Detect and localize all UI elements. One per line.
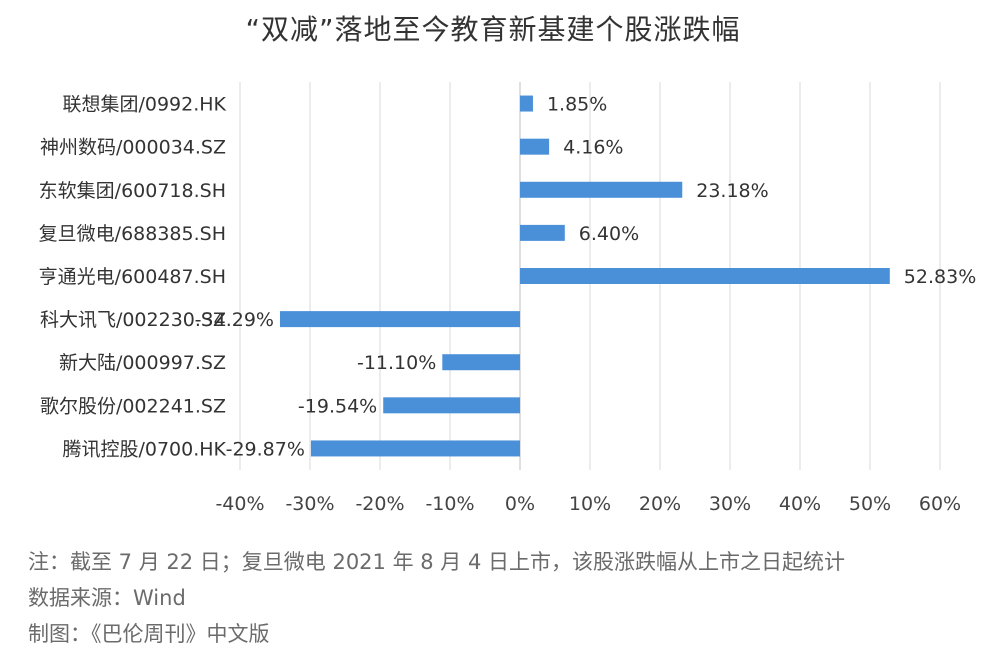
value-label: 4.16% (563, 137, 623, 159)
bar (520, 181, 683, 198)
value-label: 6.40% (579, 223, 639, 245)
x-tick-label: -10% (425, 493, 474, 515)
x-tick-label: -20% (355, 493, 404, 515)
footnote: 注：截至 7 月 22 日；复旦微电 2021 年 8 月 4 日上市，该股涨跌… (28, 550, 845, 574)
bar (520, 268, 890, 284)
x-tick-label: 0% (505, 493, 535, 515)
value-label: -11.10% (357, 352, 436, 374)
x-tick-label: 20% (639, 493, 681, 515)
category-label: 科大讯飞/002230.SZ (40, 309, 226, 331)
category-label: 亨通光电/600487.SH (39, 266, 226, 288)
bar (310, 440, 520, 457)
x-tick-label: 50% (849, 493, 891, 515)
bar (383, 397, 520, 414)
category-label: 神州数码/000034.SZ (40, 137, 226, 159)
chart-credit: 制图：《巴伦周刊》中文版 (28, 622, 270, 646)
category-label: 新大陆/000997.SZ (59, 352, 226, 374)
x-tick-label: 40% (779, 493, 821, 515)
value-label: -34.29% (195, 309, 274, 331)
category-label: 腾讯控股/0700.HK (62, 438, 226, 460)
bar (520, 224, 565, 241)
category-label: 联想集团/0992.HK (62, 94, 226, 116)
value-labels: 1.85% 4.16% 23.18% 6.40% 52.83% -34.29% -11.10… (195, 94, 977, 461)
category-label: 复旦微电/688385.SH (39, 223, 226, 245)
bar (442, 354, 520, 371)
x-tick-label: 10% (569, 493, 611, 515)
category-labels: 联想集团/0992.HK 神州数码/000034.SZ 东软集团/600718.SH… (39, 94, 227, 461)
category-label: 东软集团/600718.SH (39, 180, 226, 202)
x-tick-label: -40% (215, 493, 264, 515)
value-label: 52.83% (904, 266, 976, 288)
chart-title: “双减”落地至今教育新基建个股涨跌幅 (245, 13, 741, 46)
value-label: -19.54% (298, 395, 377, 417)
bar-chart: 联想集团/0992.HK 神州数码/000034.SZ 东软集团/600718.SH… (39, 82, 977, 515)
bar (279, 311, 520, 328)
value-label: 1.85% (547, 94, 607, 116)
category-label: 歌尔股份/002241.SZ (40, 395, 226, 417)
x-tick-label: 30% (709, 493, 751, 515)
x-tick-label: 60% (919, 493, 961, 515)
x-tick-label: -30% (285, 493, 334, 515)
x-axis-tick-labels: -40% -30% -20% -10% 0% 10% 20% 30% 40% 50% 60% (215, 493, 961, 515)
value-label: -29.87% (226, 438, 305, 460)
value-label: 23.18% (696, 180, 768, 202)
data-source: 数据来源：Wind (28, 586, 186, 610)
bar (520, 95, 533, 112)
bar (520, 138, 550, 155)
bars (279, 95, 890, 457)
